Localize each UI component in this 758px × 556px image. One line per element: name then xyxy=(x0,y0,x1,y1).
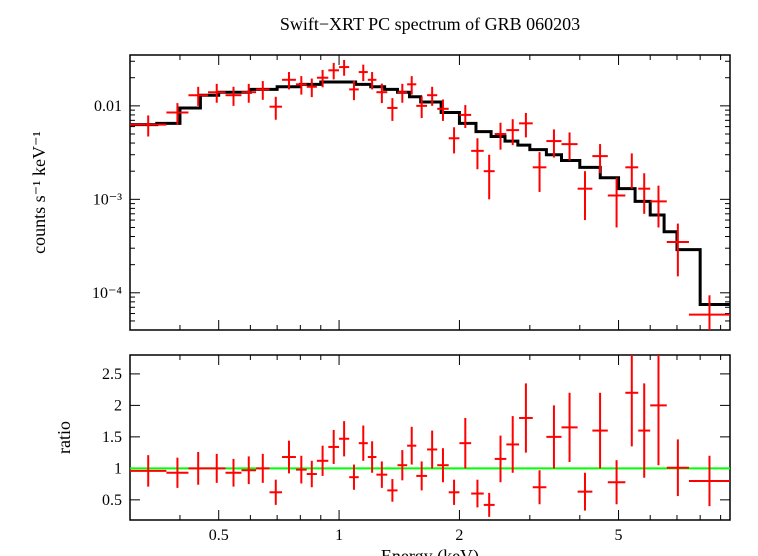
x-tick-label: 1 xyxy=(335,527,343,544)
ratio-tick-label: 2 xyxy=(114,397,122,414)
ratio-tick-label: 0.5 xyxy=(102,492,122,509)
x-tick-label: 2 xyxy=(455,527,463,544)
x-tick-label: 0.5 xyxy=(209,527,229,544)
spectrum-chart: Swift−XRT PC spectrum of GRB 060203 0.5 1 2… xyxy=(0,0,758,556)
y-tick-label: 0.01 xyxy=(94,98,122,115)
chart-container: Swift−XRT PC spectrum of GRB 060203 0.5 1 2… xyxy=(0,0,758,556)
ratio-tick-label: 2.5 xyxy=(102,366,122,383)
y-tick-label: 10⁻³ xyxy=(93,191,122,208)
x-tick-label: 5 xyxy=(615,527,623,544)
y-axis-label-bottom: ratio xyxy=(54,421,74,454)
ratio-tick-label: 1.5 xyxy=(102,429,122,446)
ratio-tick-label: 1 xyxy=(114,460,122,477)
y-tick-label: 10⁻⁴ xyxy=(92,285,122,302)
y-axis-label-top: counts s⁻¹ keV⁻¹ xyxy=(29,131,49,254)
chart-title: Swift−XRT PC spectrum of GRB 060203 xyxy=(280,14,580,34)
x-axis-label: Energy (keV) xyxy=(381,546,479,556)
